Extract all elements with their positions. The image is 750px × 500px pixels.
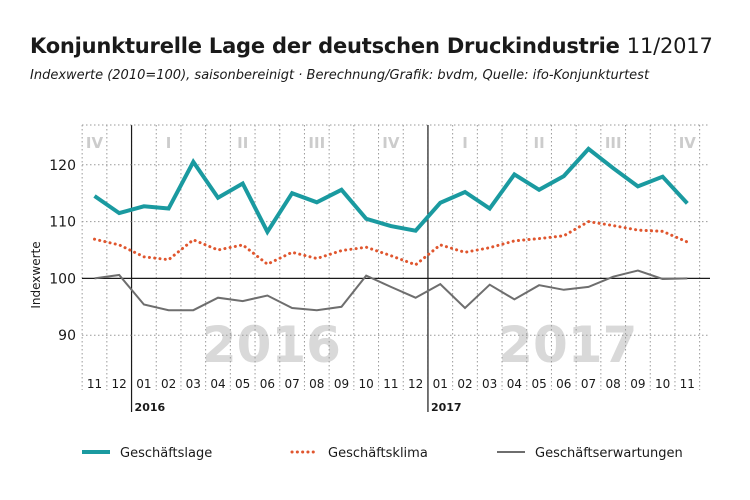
x-tick-label: 06: [556, 377, 571, 391]
x-tick-label: 12: [112, 377, 127, 391]
chart-title-date: 11/2017: [626, 34, 713, 58]
chart-title-text: Konjunkturelle Lage der deutschen Drucki…: [30, 34, 620, 58]
legend: Geschäftslage Geschäftsklima Geschäftserwa…: [82, 446, 683, 461]
x-tick-label: 05: [235, 377, 250, 391]
y-tick-label: 100: [49, 271, 76, 287]
x-tick-label: 07: [581, 377, 596, 391]
x-tick-label: 02: [161, 377, 176, 391]
quarter-label: III: [308, 134, 325, 152]
series-line-erwartungen: [94, 269, 688, 312]
x-tick-label: 11: [680, 377, 695, 391]
year-watermark: 2016: [202, 316, 341, 374]
y-tick-label: 120: [49, 158, 76, 174]
quarter-label: II: [534, 134, 545, 152]
x-tick-label: 08: [606, 377, 621, 391]
year-label: 2017: [431, 401, 462, 414]
x-tick-label: 03: [186, 377, 201, 391]
x-tick-label: 07: [284, 377, 299, 391]
year-watermark: 2017: [498, 316, 637, 374]
x-tick-label: 11: [87, 377, 102, 391]
legend-label-klima: Geschäftsklima: [328, 446, 428, 461]
quarter-label: IV: [382, 134, 400, 152]
legend-label-lage: Geschäftslage: [120, 446, 212, 461]
x-tick-label: 06: [260, 377, 275, 391]
quarter-label: III: [605, 134, 622, 152]
y-tick-label: 110: [49, 215, 76, 231]
series-layer: [93, 146, 689, 312]
year-label: 2016: [135, 401, 166, 414]
x-tick-label: 11: [383, 377, 398, 391]
series-line-lage: [93, 146, 689, 236]
x-tick-label: 04: [507, 377, 522, 391]
grid-layer: [81, 124, 710, 412]
quarter-label: I: [166, 134, 172, 152]
x-tick-label: 12: [408, 377, 423, 391]
x-tick-label: 01: [433, 377, 448, 391]
x-tick-label: 09: [630, 377, 645, 391]
quarter-label: IV: [86, 134, 104, 152]
quarter-label: II: [237, 134, 248, 152]
x-tick-label: 08: [309, 377, 324, 391]
chart-subtitle: Indexwerte (2010=100), saisonbereinigt ·…: [30, 68, 650, 83]
x-tick-label: 10: [359, 377, 374, 391]
watermark-layer: 2016 2017: [202, 316, 638, 374]
legend-label-erwartungen: Geschäftserwartungen: [535, 446, 683, 461]
y-axis-label: Indexwerte: [29, 241, 43, 308]
quarter-label: IV: [679, 134, 697, 152]
quarter-label-layer: IV I II III IV I II III IV: [86, 134, 696, 152]
x-tick-label: 05: [531, 377, 546, 391]
x-tick-label: 04: [210, 377, 225, 391]
x-tick-label: 02: [457, 377, 472, 391]
quarter-label: I: [462, 134, 468, 152]
x-tick-label: 09: [334, 377, 349, 391]
chart-title: Konjunkturelle Lage der deutschen Drucki…: [30, 34, 713, 58]
x-tick-label: 01: [136, 377, 151, 391]
x-tick-label: 10: [655, 377, 670, 391]
x-tick-label: 03: [482, 377, 497, 391]
y-tick-label: 90: [58, 328, 76, 344]
